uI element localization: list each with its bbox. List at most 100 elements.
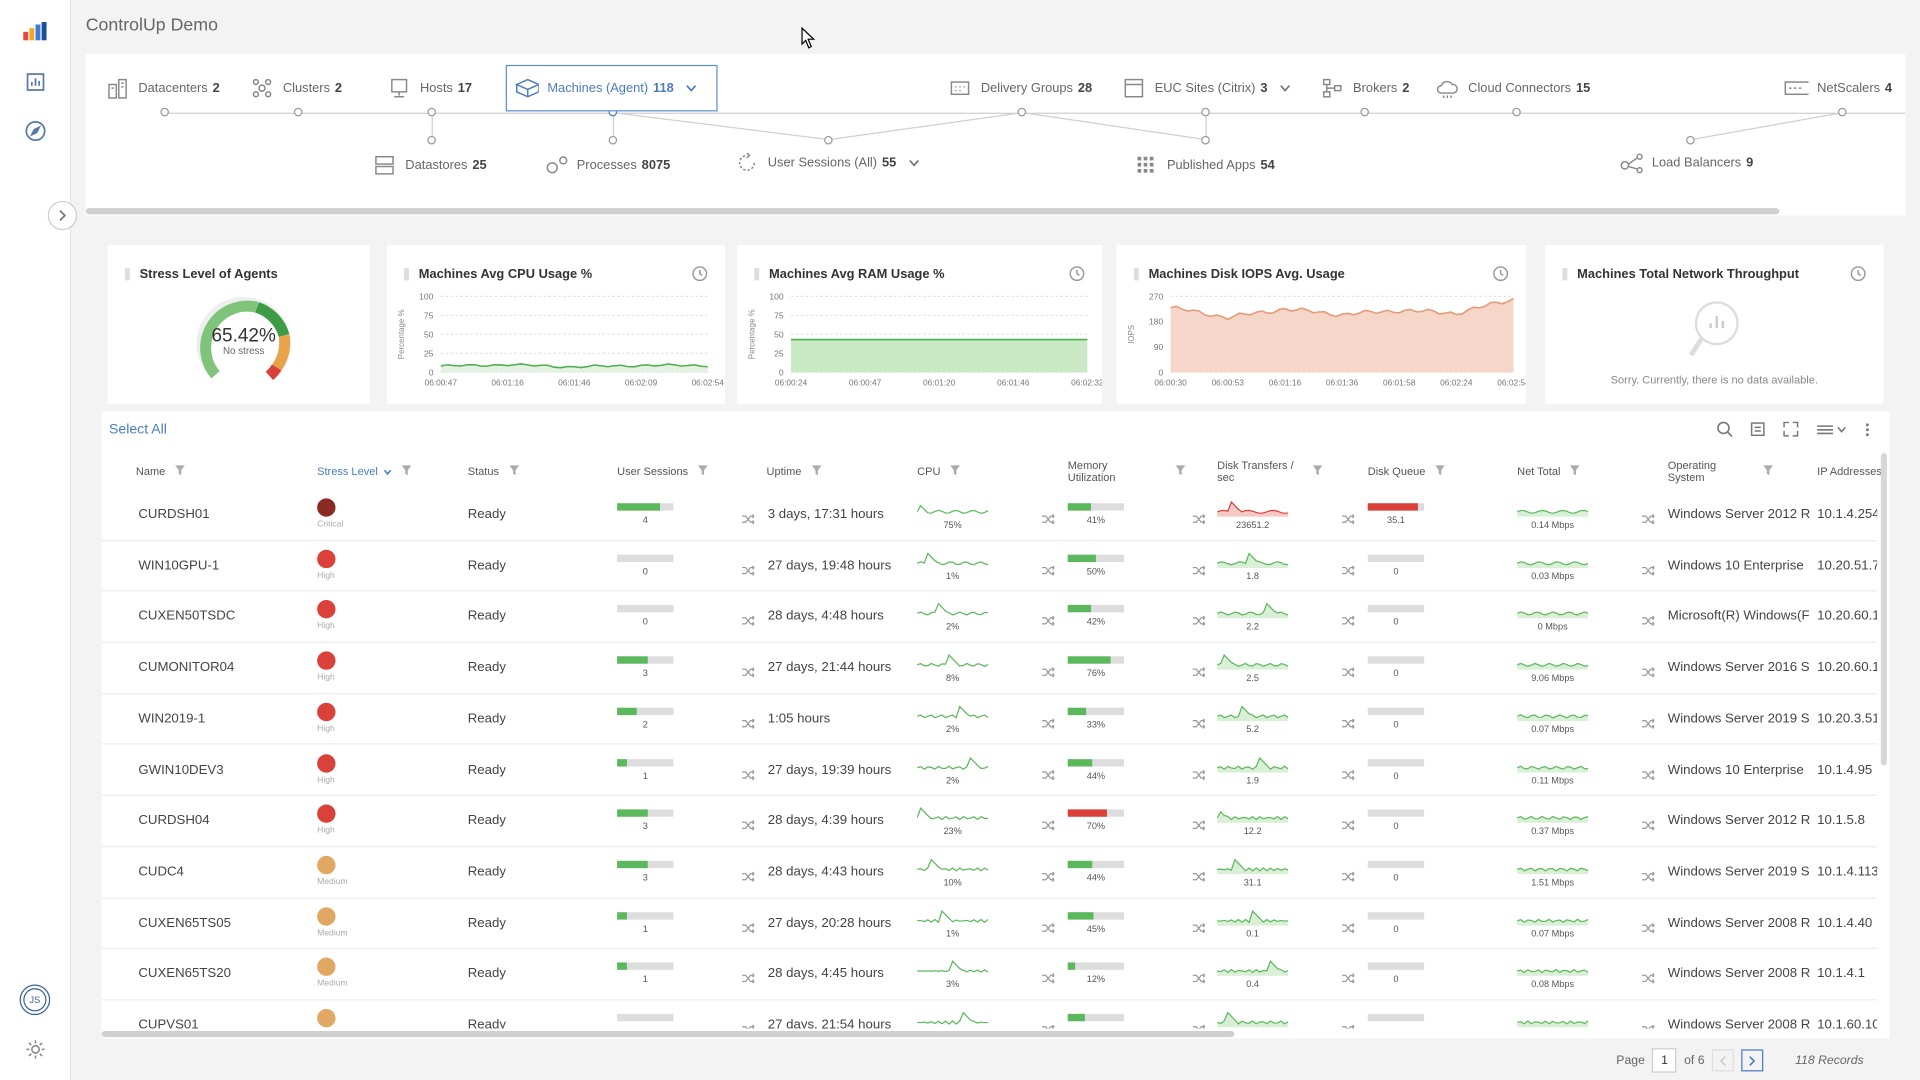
trend-toggle-icon[interactable] bbox=[742, 559, 756, 581]
chevron-down-icon[interactable] bbox=[686, 81, 697, 96]
topology-euc-sites[interactable]: EUC Sites (Citrix) 3 bbox=[1122, 76, 1291, 100]
trend-toggle-icon[interactable] bbox=[742, 1019, 756, 1029]
topology-clusters[interactable]: Clusters 2 bbox=[250, 76, 342, 100]
topology-brokers[interactable]: Brokers 2 bbox=[1320, 76, 1409, 100]
trend-toggle-icon[interactable] bbox=[1642, 508, 1656, 530]
topology-delivery-groups[interactable]: Delivery Groups 28 bbox=[948, 76, 1092, 100]
column-header[interactable]: Stress Level bbox=[317, 456, 452, 488]
trend-toggle-icon[interactable] bbox=[1192, 661, 1206, 683]
controlup-logo-icon[interactable] bbox=[22, 17, 49, 44]
topology-scrollbar[interactable] bbox=[85, 208, 1780, 215]
topology-netscalers[interactable]: NetScalers 4 bbox=[1784, 76, 1892, 100]
trend-toggle-icon[interactable] bbox=[1042, 1019, 1056, 1029]
export-icon[interactable] bbox=[1750, 421, 1766, 443]
trend-toggle-icon[interactable] bbox=[1642, 610, 1656, 632]
table-row[interactable]: WIN2019-1 High Ready 2 1:05 hours 2% 33% 5.2 0 0.… bbox=[101, 694, 1878, 746]
sort-desc-icon[interactable] bbox=[383, 465, 392, 477]
trend-toggle-icon[interactable] bbox=[1342, 815, 1356, 837]
table-row[interactable]: GWIN10DEV3 High Ready 1 27 days, 19:39 hours… bbox=[101, 745, 1878, 797]
trend-toggle-icon[interactable] bbox=[742, 815, 756, 837]
trend-toggle-icon[interactable] bbox=[1042, 610, 1056, 632]
next-page-button[interactable] bbox=[1741, 1049, 1764, 1072]
filter-icon[interactable] bbox=[1570, 465, 1581, 477]
clock-icon[interactable] bbox=[1493, 266, 1509, 288]
trend-toggle-icon[interactable] bbox=[1042, 661, 1056, 683]
table-row[interactable]: CUMONITOR04 High Ready 3 27 days, 21:44 hour… bbox=[101, 643, 1878, 695]
clock-icon[interactable] bbox=[692, 266, 708, 288]
trend-toggle-icon[interactable] bbox=[1192, 559, 1206, 581]
compass-icon[interactable] bbox=[22, 118, 49, 145]
trend-toggle-icon[interactable] bbox=[742, 508, 756, 530]
trend-toggle-icon[interactable] bbox=[1642, 968, 1656, 990]
table-row[interactable]: CUPVS01MediumReady27 days, 21:54 hoursWi… bbox=[102, 1000, 1877, 1029]
topology-machines[interactable]: Machines (Agent) 118 bbox=[514, 76, 697, 100]
column-header[interactable]: Uptime bbox=[767, 456, 902, 488]
user-avatar[interactable]: JS bbox=[19, 984, 51, 1016]
trend-toggle-icon[interactable] bbox=[1342, 866, 1356, 888]
prev-page-button[interactable] bbox=[1711, 1049, 1734, 1072]
trend-toggle-icon[interactable] bbox=[1342, 559, 1356, 581]
trend-toggle-icon[interactable] bbox=[1642, 763, 1656, 785]
table-row[interactable]: CUDC4 Medium Ready 3 28 days, 4:43 hours 10% 4… bbox=[101, 847, 1878, 899]
trend-toggle-icon[interactable] bbox=[1342, 1019, 1356, 1029]
select-all-link[interactable]: Select All bbox=[108, 422, 167, 438]
filter-icon[interactable] bbox=[508, 465, 519, 477]
machines-node-selected[interactable] bbox=[505, 64, 718, 112]
trend-toggle-icon[interactable] bbox=[1192, 968, 1206, 990]
trend-toggle-icon[interactable] bbox=[1342, 968, 1356, 990]
column-header[interactable]: CPU bbox=[917, 456, 1052, 488]
trend-toggle-icon[interactable] bbox=[1642, 866, 1656, 888]
column-header[interactable]: IP Addresses bbox=[1817, 456, 1890, 488]
trend-toggle-icon[interactable] bbox=[1342, 917, 1356, 939]
column-header[interactable]: Operating System bbox=[1668, 456, 1803, 488]
trend-toggle-icon[interactable] bbox=[1042, 917, 1056, 939]
dashboard-icon[interactable] bbox=[22, 69, 49, 96]
table-row[interactable]: CURDSH04 High Ready 3 28 days, 4:39 hours 23%… bbox=[101, 796, 1878, 848]
search-icon[interactable] bbox=[1717, 421, 1733, 443]
fullscreen-icon[interactable] bbox=[1783, 421, 1799, 443]
trend-toggle-icon[interactable] bbox=[1342, 661, 1356, 683]
filter-icon[interactable] bbox=[697, 465, 708, 477]
topology-datacenters[interactable]: Datacenters 2 bbox=[105, 76, 220, 100]
filter-icon[interactable] bbox=[950, 465, 961, 477]
expand-nav-button[interactable] bbox=[47, 200, 78, 231]
column-header[interactable]: Memory Utilization bbox=[1068, 456, 1203, 488]
trend-toggle-icon[interactable] bbox=[1192, 1019, 1206, 1029]
filter-icon[interactable] bbox=[175, 465, 185, 477]
page-input[interactable]: 1 bbox=[1652, 1048, 1677, 1073]
topology-load-balancers[interactable]: Load Balancers 9 bbox=[1619, 151, 1753, 175]
trend-toggle-icon[interactable] bbox=[742, 866, 756, 888]
trend-toggle-icon[interactable] bbox=[1342, 763, 1356, 785]
column-header[interactable]: Net Total bbox=[1517, 456, 1652, 488]
filter-icon[interactable] bbox=[1312, 465, 1323, 477]
table-row[interactable]: CUXEN65TS05 Medium Ready 1 27 days, 20:28 ho… bbox=[101, 898, 1878, 950]
trend-toggle-icon[interactable] bbox=[1342, 508, 1356, 530]
trend-toggle-icon[interactable] bbox=[1042, 763, 1056, 785]
column-header[interactable]: Name bbox=[136, 456, 320, 488]
clock-icon[interactable] bbox=[1069, 266, 1085, 288]
trend-toggle-icon[interactable] bbox=[1192, 712, 1206, 734]
topology-hosts[interactable]: Hosts 17 bbox=[387, 76, 472, 100]
trend-toggle-icon[interactable] bbox=[1342, 610, 1356, 632]
topology-processes[interactable]: Processes 8075 bbox=[544, 153, 670, 177]
trend-toggle-icon[interactable] bbox=[742, 917, 756, 939]
trend-toggle-icon[interactable] bbox=[742, 712, 756, 734]
trend-toggle-icon[interactable] bbox=[742, 661, 756, 683]
trend-toggle-icon[interactable] bbox=[1192, 917, 1206, 939]
column-header[interactable]: Disk Queue bbox=[1368, 456, 1503, 488]
trend-toggle-icon[interactable] bbox=[1042, 559, 1056, 581]
trend-toggle-icon[interactable] bbox=[1042, 712, 1056, 734]
topology-cloud-connectors[interactable]: Cloud Connectors 15 bbox=[1435, 76, 1590, 100]
more-options-icon[interactable] bbox=[1865, 421, 1870, 443]
chevron-down-icon[interactable] bbox=[909, 156, 920, 171]
table-row[interactable]: CUXEN50TSDC High Ready 0 28 days, 4:48 hours… bbox=[101, 592, 1878, 643]
topology-datastores[interactable]: Datastores 25 bbox=[372, 153, 487, 177]
table-row[interactable]: WIN10GPU-1 High Ready 0 27 days, 19:48 hours… bbox=[101, 541, 1878, 592]
table-row[interactable]: CURDSH01 Critical Ready 4 3 days, 17:31 hour… bbox=[101, 490, 1878, 541]
chevron-down-icon[interactable] bbox=[1280, 81, 1291, 96]
trend-toggle-icon[interactable] bbox=[1192, 763, 1206, 785]
columns-menu-icon[interactable] bbox=[1816, 421, 1848, 443]
table-row[interactable]: CUXEN65TS20 Medium Ready 1 28 days, 4:45 hou… bbox=[101, 949, 1878, 1001]
clock-icon[interactable] bbox=[1850, 266, 1866, 288]
trend-toggle-icon[interactable] bbox=[1192, 815, 1206, 837]
